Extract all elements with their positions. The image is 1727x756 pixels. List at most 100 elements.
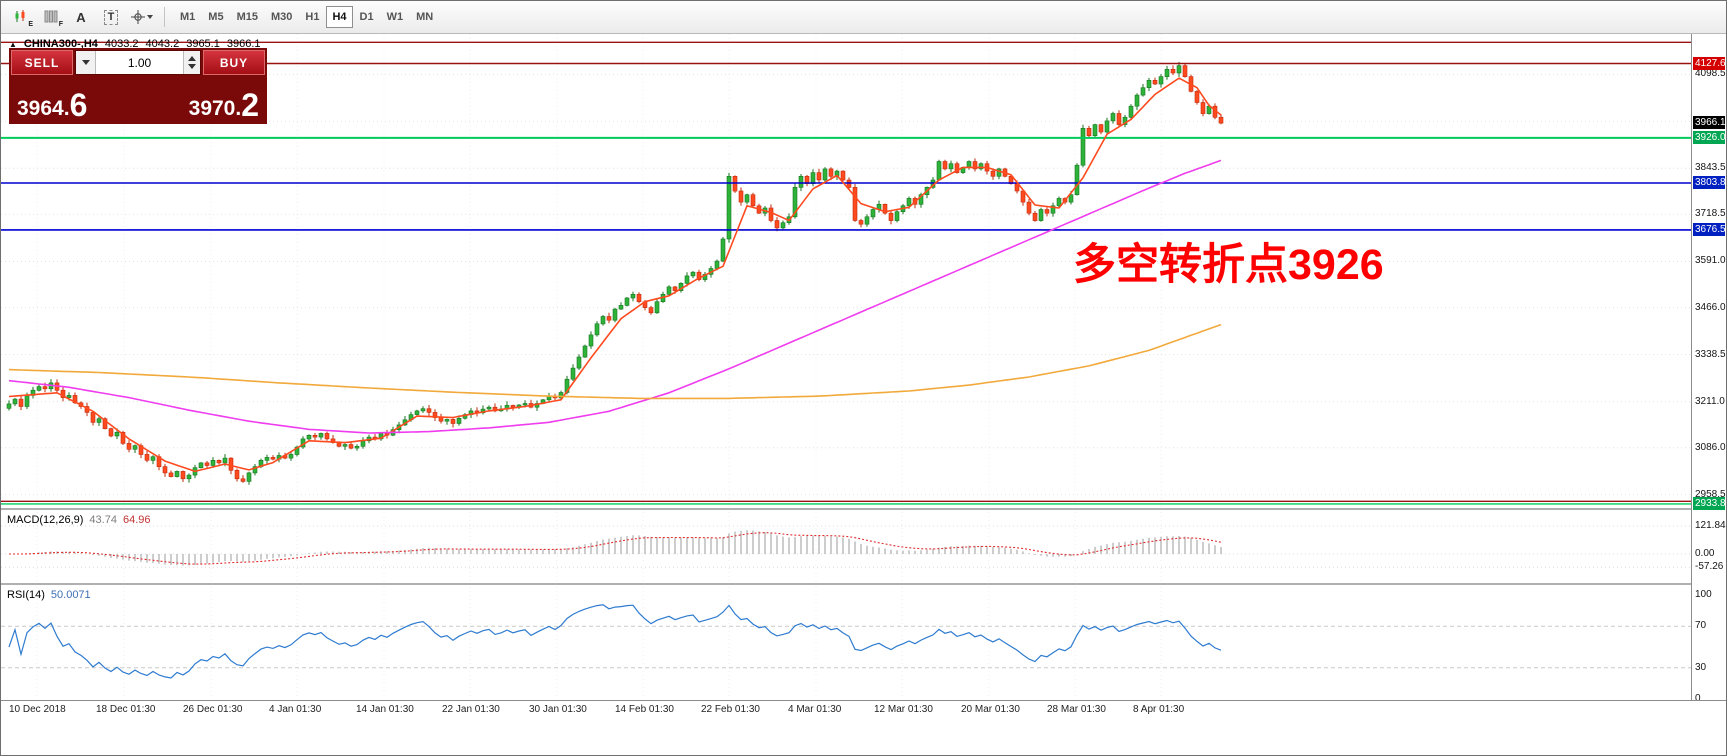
macd-signal-value: 64.96	[122, 514, 151, 526]
timeframe-m1[interactable]: M1	[180, 11, 196, 23]
time-axis-label: 10 Dec 2018	[9, 704, 66, 715]
timeframe-h1[interactable]: H1	[305, 11, 320, 23]
candles	[6, 61, 1224, 485]
price-axis-label: 3211.0	[1695, 395, 1725, 407]
ask-frac: 2	[241, 86, 259, 123]
price-axis[interactable]: 4098.5 3843.5 3718.5 3591.0 3466.0 3338.5 3211…	[1691, 34, 1726, 704]
text-label-icon[interactable]: A	[67, 5, 95, 29]
trade-buttons-row: SELL 1.00 BUY	[11, 50, 265, 75]
toolbar-separator	[164, 7, 165, 27]
timeframe-group: M1 M5 M15 M30 H1 H4 D1 W1 MN	[174, 6, 439, 28]
price-axis-badge: 4127.6	[1693, 56, 1726, 70]
price-panel[interactable]: ▲ CHINA300-,H4 4033.2 4043.2 3965.1 3966…	[1, 34, 1691, 510]
price-axis-badge: 3803.8	[1693, 175, 1726, 189]
bid-frac: 6	[69, 86, 88, 123]
candlestick-glyph	[15, 10, 25, 22]
time-axis-label: 4 Jan 01:30	[269, 704, 322, 715]
macd-axis-label: 121.84	[1695, 520, 1726, 531]
toolbar: E F A T M1 M5 M15 M30 H1 H4 D1 W1 MN	[1, 1, 1726, 34]
timeframe-m30[interactable]: M30	[270, 11, 293, 23]
rsi-panel[interactable]: RSI(14) 50.0071	[1, 587, 1691, 699]
price-axis-label: 3718.5	[1695, 208, 1726, 220]
ma-mid-line	[8, 159, 1222, 434]
time-axis-label: 28 Mar 01:30	[1047, 704, 1106, 715]
macd-label: MACD(12,26,9)	[7, 514, 84, 526]
one-click-trading-panel: SELL 1.00 BUY 3964. 6	[9, 48, 267, 124]
macd-histogram	[14, 530, 1222, 566]
time-axis-label: 26 Dec 01:30	[183, 704, 243, 715]
volume-field-group: 1.00	[75, 50, 201, 75]
timeframe-d1[interactable]: D1	[359, 11, 374, 23]
macd-axis-label: -57.26	[1695, 561, 1724, 573]
spinner-up-icon[interactable]	[188, 56, 196, 61]
time-axis-label: 18 Dec 01:30	[96, 704, 156, 715]
expert-chart-icon[interactable]: E	[7, 5, 35, 29]
rsi-axis-label: 100	[1695, 589, 1712, 600]
time-axis-label: 14 Jan 01:30	[356, 704, 414, 715]
timeframe-m15[interactable]: M15	[236, 11, 258, 23]
rsi-header: RSI(14) 50.0071	[7, 589, 91, 601]
macd-signal-line	[9, 532, 1222, 565]
price-axis-label: 3338.5	[1695, 348, 1726, 360]
main-grid	[1, 34, 1691, 508]
data-window-icon[interactable]: F	[37, 5, 65, 29]
ask-price: 3970. 2	[189, 86, 259, 123]
annotation-text: 多空转折点3926	[1073, 241, 1384, 289]
macd-main-value: 43.74	[89, 514, 117, 526]
rsi-chart-canvas[interactable]	[1, 587, 1691, 699]
time-axis-label: 20 Mar 01:30	[961, 704, 1020, 715]
rsi-line	[8, 604, 1222, 679]
rsi-value: 50.0071	[50, 589, 91, 601]
macd-grid	[1, 512, 1691, 583]
price-axis-label: 3466.0	[1695, 301, 1726, 313]
price-axis-label: 3086.0	[1695, 441, 1726, 453]
price-axis-badge: 3966.1	[1693, 116, 1726, 130]
price-axis-badge: 3676.5	[1693, 222, 1726, 236]
crosshair-icon[interactable]	[127, 5, 155, 29]
crosshair-glyph	[130, 10, 145, 24]
ohlc-high: 4043.2	[145, 38, 180, 50]
text-box-icon[interactable]: T	[97, 5, 125, 29]
macd-axis-label: 0.00	[1695, 548, 1715, 559]
price-axis-badge: 3926.0	[1693, 130, 1726, 144]
macd-chart-canvas[interactable]	[1, 512, 1691, 585]
volume-dropdown-button[interactable]	[76, 51, 96, 74]
letter-t-glyph: T	[103, 9, 119, 25]
price-axis-label: 2958.5	[1695, 488, 1726, 500]
rsi-label: RSI(14)	[7, 589, 45, 601]
timeframe-w1[interactable]: W1	[386, 11, 404, 23]
level-lines	[1, 41, 1691, 505]
buy-button[interactable]: BUY	[203, 50, 265, 75]
spinner-down-icon[interactable]	[188, 64, 196, 69]
timeframe-m5[interactable]: M5	[208, 11, 224, 23]
ohlc-close: 3966.1	[226, 38, 261, 50]
ohlc-open: 4033.2	[104, 38, 139, 50]
price-chart-canvas[interactable]	[1, 34, 1691, 510]
volume-input[interactable]: 1.00	[127, 55, 152, 70]
chevron-down-icon	[146, 15, 153, 19]
bid-ask-row: 3964. 6 3970. 2	[11, 75, 265, 122]
chart-region: ▲ CHINA300-,H4 4033.2 4043.2 3965.1 3966…	[1, 34, 1726, 755]
volume-spinner[interactable]	[183, 51, 200, 74]
ma-fast-line	[8, 77, 1222, 473]
time-axis-label: 22 Feb 01:30	[701, 704, 760, 715]
timeframe-mn[interactable]: MN	[416, 11, 434, 23]
ma-lines	[8, 77, 1222, 473]
sell-button[interactable]: SELL	[11, 50, 73, 75]
rsi-axis-label: 0	[1695, 693, 1701, 704]
macd-header: MACD(12,26,9) 43.74 64.96	[7, 514, 150, 526]
timeframe-h4[interactable]: H4	[326, 6, 353, 28]
time-axis[interactable]: 10 Dec 2018 18 Dec 01:30 26 Dec 01:30 4 Jan…	[1, 700, 1726, 755]
symbol-name: CHINA300-,H4	[23, 38, 98, 50]
price-axis-badge: 2933.8	[1693, 496, 1726, 510]
time-axis-label: 22 Jan 01:30	[442, 704, 500, 715]
letter-a-glyph: A	[76, 9, 86, 25]
chart-marker-icon: ▲	[9, 39, 17, 49]
time-axis-label: 14 Feb 01:30	[615, 704, 674, 715]
bid-price: 3964. 6	[17, 86, 88, 123]
time-axis-label: 30 Jan 01:30	[529, 704, 587, 715]
rsi-axis-label: 70	[1695, 620, 1707, 632]
time-axis-label: 12 Mar 01:30	[874, 704, 933, 715]
macd-panel[interactable]: MACD(12,26,9) 43.74 64.96	[1, 512, 1691, 585]
